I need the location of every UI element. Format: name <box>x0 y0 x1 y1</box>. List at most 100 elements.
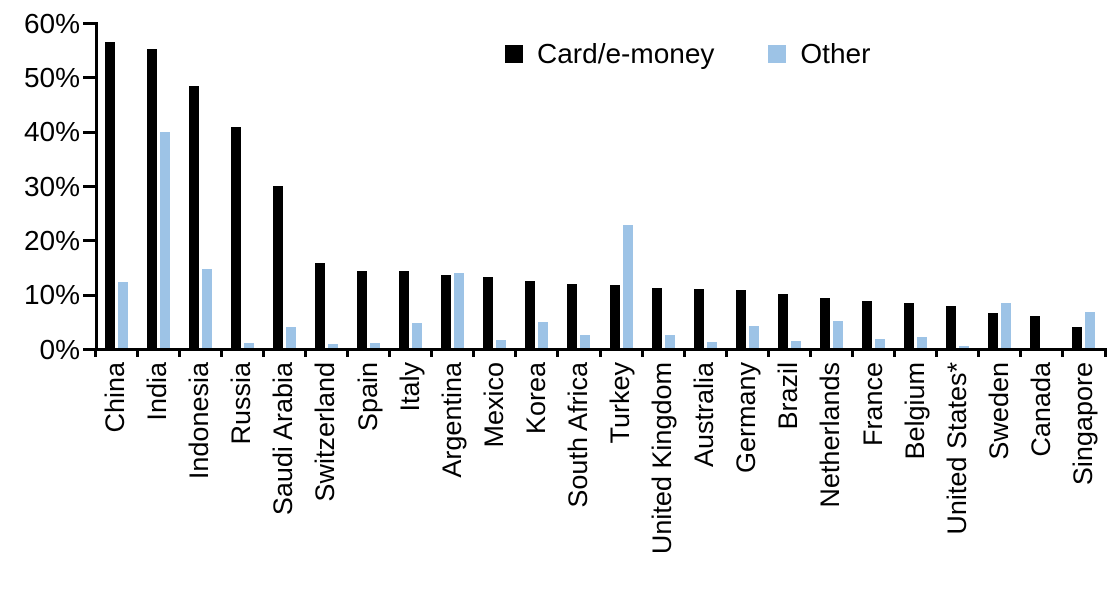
bar-other-south-africa <box>580 335 591 348</box>
y-axis-line <box>95 22 98 351</box>
bar-card-e-money-france <box>862 301 873 348</box>
bar-other-germany <box>748 326 759 348</box>
x-tick-mark <box>977 348 981 357</box>
x-category-label: Argentina <box>436 362 467 478</box>
x-tick-mark <box>598 348 602 357</box>
x-category-label: Brazil <box>773 362 804 430</box>
y-tick-label: 20% <box>23 224 80 256</box>
legend-item-card-e-money: Card/e-money <box>505 38 714 70</box>
x-category-label: Saudi Arabia <box>268 362 299 516</box>
x-category-label: Canada <box>1025 362 1056 457</box>
bar-other-united-kingdom <box>664 335 675 348</box>
x-category-label: Belgium <box>899 362 930 460</box>
bar-other-singapore <box>1085 312 1096 348</box>
x-tick-mark <box>682 348 686 357</box>
bar-card-e-money-netherlands <box>819 298 830 348</box>
bar-card-e-money-china <box>104 42 115 348</box>
bar-other-france <box>875 339 886 348</box>
bar-card-e-money-indonesia <box>188 86 199 348</box>
bar-other-belgium <box>917 337 928 348</box>
y-tick-mark <box>83 22 95 25</box>
x-tick-mark <box>1061 348 1065 357</box>
bar-other-italy <box>412 323 423 348</box>
bar-card-e-money-australia <box>693 289 704 348</box>
chart-legend: Card/e-money Other <box>505 38 870 70</box>
bar-other-korea <box>538 322 549 348</box>
y-tick-mark <box>83 130 95 134</box>
x-category-label: Singapore <box>1067 362 1098 486</box>
x-tick-mark <box>514 348 518 357</box>
x-category-label: United States* <box>941 362 972 535</box>
x-tick-mark <box>851 348 854 357</box>
x-category-label: Sweden <box>983 362 1014 460</box>
bar-other-netherlands <box>832 321 843 348</box>
x-tick-mark <box>935 348 939 357</box>
bar-card-e-money-south-africa <box>567 284 578 348</box>
bar-other-brazil <box>790 341 801 348</box>
y-tick-label: 60% <box>23 7 80 39</box>
x-tick-mark <box>346 348 349 357</box>
y-tick-mark <box>83 239 95 243</box>
bar-other-spain <box>370 343 381 348</box>
bar-other-united-states- <box>959 346 970 348</box>
bar-card-e-money-russia <box>230 127 241 348</box>
y-tick-label: 50% <box>23 61 80 93</box>
x-tick-mark <box>1103 348 1107 357</box>
x-tick-mark <box>1019 348 1023 357</box>
bar-other-india <box>159 132 170 348</box>
x-category-label: United Kingdom <box>647 362 678 555</box>
x-tick-mark <box>766 348 770 357</box>
bar-card-e-money-switzerland <box>314 263 325 348</box>
card-e-money-swatch-icon <box>505 45 523 63</box>
x-tick-mark <box>640 348 644 357</box>
bar-card-e-money-italy <box>399 271 410 348</box>
bar-other-turkey <box>622 225 633 348</box>
x-category-label: Spain <box>352 362 383 432</box>
bar-card-e-money-india <box>146 49 157 348</box>
x-tick-mark <box>808 348 812 357</box>
y-tick-label: 10% <box>23 279 80 311</box>
bar-other-mexico <box>496 340 507 348</box>
legend-label-card-e-money: Card/e-money <box>537 38 715 69</box>
bar-other-argentina <box>454 273 465 348</box>
bar-other-sweden <box>1001 303 1012 348</box>
x-category-label: Switzerland <box>310 362 341 502</box>
x-tick-mark <box>93 348 97 357</box>
bar-card-e-money-belgium <box>904 303 915 348</box>
y-tick-mark <box>83 293 95 297</box>
bar-other-china <box>117 282 128 348</box>
x-tick-mark <box>303 348 307 357</box>
x-category-label: China <box>100 362 131 433</box>
x-tick-mark <box>893 348 897 357</box>
y-tick-label: 30% <box>23 170 80 202</box>
bar-card-e-money-mexico <box>483 277 494 348</box>
y-tick-mark <box>83 76 95 80</box>
bar-other-russia <box>243 343 254 348</box>
x-category-label: Mexico <box>478 362 509 448</box>
y-tick-mark <box>83 348 95 351</box>
x-tick-mark <box>177 348 181 357</box>
x-tick-mark <box>472 348 476 357</box>
x-category-label: Indonesia <box>184 362 215 480</box>
x-tick-mark <box>219 348 223 357</box>
bar-card-e-money-united-kingdom <box>651 288 662 348</box>
y-tick-label: 40% <box>23 116 80 148</box>
legend-label-other: Other <box>800 38 871 69</box>
bar-other-switzerland <box>327 344 338 348</box>
bar-card-e-money-turkey <box>609 285 620 348</box>
x-category-label: Turkey <box>605 362 636 444</box>
bar-card-e-money-brazil <box>777 294 788 348</box>
x-category-label: Russia <box>226 362 257 445</box>
bar-card-e-money-germany <box>735 290 746 348</box>
x-category-label: India <box>142 362 173 421</box>
bar-other-australia <box>706 342 717 348</box>
x-tick-mark <box>556 348 560 357</box>
bar-card-e-money-korea <box>525 281 536 348</box>
y-tick-mark <box>83 185 95 188</box>
bar-card-e-money-saudi-arabia <box>272 186 283 348</box>
other-swatch-icon <box>768 45 787 63</box>
bar-card-e-money-sweden <box>988 313 999 348</box>
bar-other-indonesia <box>201 269 212 348</box>
y-tick-label: 0% <box>39 333 80 365</box>
